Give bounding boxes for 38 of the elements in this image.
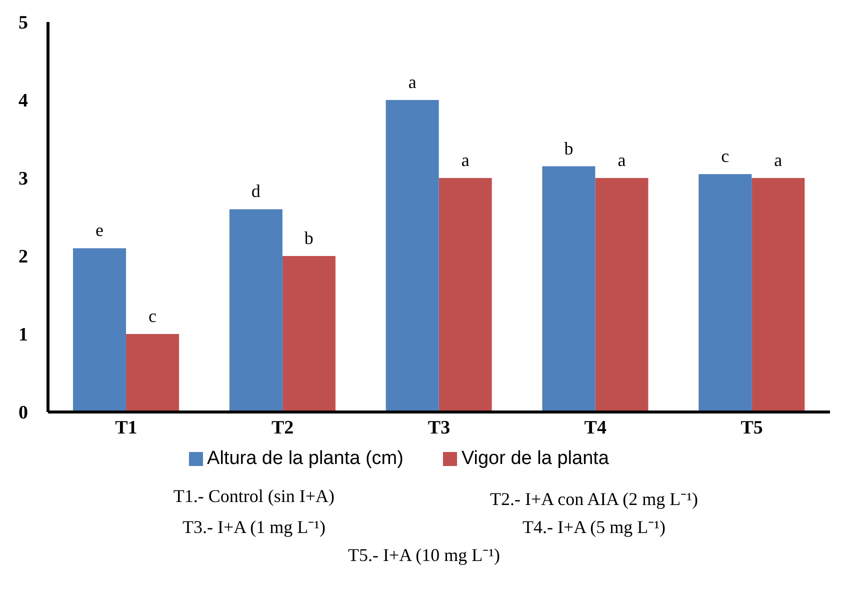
text: T4.- I+A (5 mg L⁻¹) xyxy=(521,516,667,538)
y-tick-label: 2 xyxy=(18,246,28,268)
data-label: c xyxy=(148,306,157,326)
y-tick-label: 5 xyxy=(18,12,28,34)
data-label: a xyxy=(461,150,470,170)
y-tick-label: 0 xyxy=(18,402,28,424)
data-label: d xyxy=(251,181,260,202)
bar xyxy=(542,166,596,412)
data-label: b xyxy=(564,138,574,158)
text: T1.- Control (sin I+A) xyxy=(172,486,336,507)
y-tick-label: 3 xyxy=(18,168,28,190)
bar xyxy=(752,178,805,412)
x-tick-label: T2 xyxy=(272,417,294,438)
y-tick-label: 1 xyxy=(18,324,28,346)
bar xyxy=(282,256,336,412)
y-tick-label: 4 xyxy=(18,90,28,112)
legend-label: Altura de la planta (cm) xyxy=(207,448,404,469)
bar xyxy=(73,248,126,412)
x-tick-label: T1 xyxy=(115,417,138,438)
bar xyxy=(438,178,492,412)
data-label: e xyxy=(96,220,104,240)
bar xyxy=(595,178,648,412)
x-tick-label: T4 xyxy=(584,417,607,438)
bar xyxy=(698,174,752,412)
data-label: c xyxy=(721,146,730,166)
text: T3.- I+A (1 mg L⁻¹) xyxy=(181,516,327,538)
x-tick-label: T3 xyxy=(428,417,450,438)
x-tick-label: T5 xyxy=(740,417,763,438)
legend-label: Vigor de la planta xyxy=(461,448,609,469)
data-label: a xyxy=(618,150,626,170)
bar xyxy=(229,209,282,412)
data-label: b xyxy=(304,228,314,248)
data-label: a xyxy=(774,150,782,170)
bar xyxy=(126,334,180,412)
text: T2.- I+A con AIA (2 mg L⁻¹) xyxy=(488,488,700,510)
bar xyxy=(386,100,439,412)
data-label: a xyxy=(408,72,416,92)
text: T5.- I+A (10 mg L⁻¹) xyxy=(346,544,502,566)
